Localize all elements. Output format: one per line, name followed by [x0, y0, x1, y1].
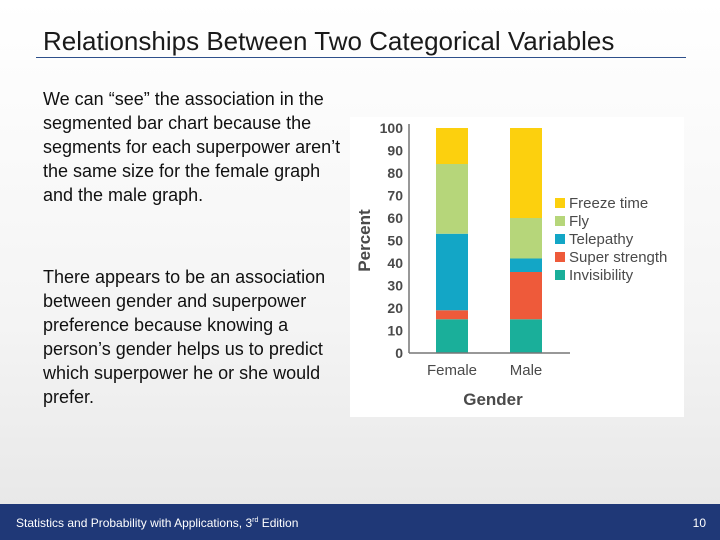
bar-segment-male-telepathy: [510, 258, 542, 272]
x-category-label-male: Male: [510, 362, 543, 379]
legend-swatch-invisibility: [555, 270, 565, 280]
y-axis-title: Percent: [355, 209, 374, 272]
legend-swatch-fly: [555, 216, 565, 226]
legend-label-fly: Fly: [569, 213, 589, 230]
y-tick-label-50: 50: [387, 233, 403, 249]
segmented-bar-chart: 0 10 20 30 40 50 60 70 80 90 100 Percent Female Male G…: [350, 117, 684, 417]
footer-bar: Statistics and Probability with Applicat…: [0, 504, 720, 540]
x-axis-title: Gender: [463, 390, 523, 409]
y-tick-label-70: 70: [387, 188, 403, 204]
chart-canvas: 0 10 20 30 40 50 60 70 80 90 100 Percent Female Male G…: [355, 120, 667, 409]
bar-segment-female-super-strength: [436, 310, 468, 320]
bar-segment-female-fly: [436, 164, 468, 234]
bar-segment-male-invisibility: [510, 319, 542, 353]
title-underline: [36, 57, 686, 58]
bar-segment-female-invisibility: [436, 319, 468, 353]
footer-book-title: Statistics and Probability with Applicat…: [16, 516, 298, 530]
y-tick-label-10: 10: [387, 323, 403, 339]
footer-book-suffix: Edition: [258, 516, 299, 530]
bar-segment-male-fly: [510, 218, 542, 259]
y-tick-label-100: 100: [380, 120, 404, 136]
legend-label-super-strength: Super strength: [569, 249, 667, 266]
x-category-label-female: Female: [427, 362, 477, 379]
legend-swatch-freeze-time: [555, 198, 565, 208]
footer-book-prefix: Statistics and Probability with Applicat…: [16, 516, 253, 530]
bar-segment-male-freeze-time: [510, 128, 542, 218]
bar-segment-male-super-strength: [510, 272, 542, 320]
y-tick-label-60: 60: [387, 210, 403, 226]
y-tick-label-30: 30: [387, 278, 403, 294]
y-tick-label-20: 20: [387, 300, 403, 316]
bar-segment-female-freeze-time: [436, 128, 468, 164]
paragraph-association-conclusion: There appears to be an association betwe…: [43, 267, 326, 407]
page-number: 10: [692, 516, 706, 530]
paragraph-association-visual: We can “see” the association in the segm…: [43, 89, 341, 205]
legend-label-invisibility: Invisibility: [569, 267, 634, 284]
slide-title: Relationships Between Two Categorical Va…: [43, 26, 615, 56]
y-tick-label-80: 80: [387, 165, 403, 181]
y-tick-label-0: 0: [395, 345, 403, 361]
bar-segment-female-telepathy: [436, 233, 468, 311]
legend-label-telepathy: Telepathy: [569, 231, 634, 248]
footer-edition-suffix: rd: [252, 517, 259, 524]
legend-swatch-telepathy: [555, 234, 565, 244]
y-tick-label-90: 90: [387, 143, 403, 159]
legend-label-freeze-time: Freeze time: [569, 195, 648, 212]
y-tick-label-40: 40: [387, 255, 403, 271]
legend-swatch-super-strength: [555, 252, 565, 262]
